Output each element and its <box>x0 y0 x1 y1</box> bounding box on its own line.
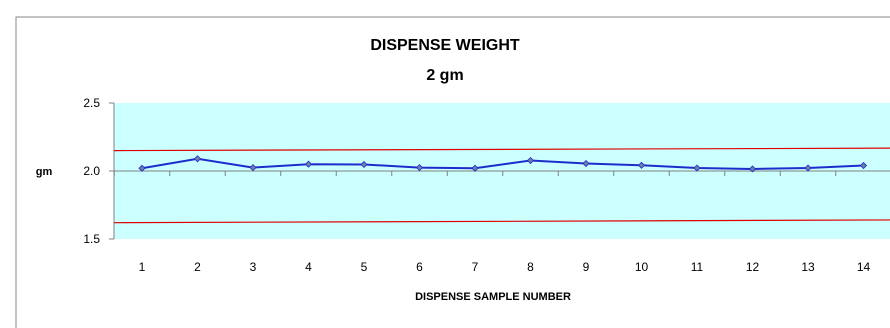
x-tick-label: 5 <box>361 260 368 274</box>
x-tick-label: 4 <box>305 260 312 274</box>
upper-limit-line <box>113 147 890 152</box>
data-point <box>526 156 535 165</box>
lower-limit-line <box>113 219 890 224</box>
y-tick-label: 1.5 <box>83 232 100 246</box>
data-point <box>193 155 202 163</box>
x-tick-label: 9 <box>583 260 590 274</box>
data-point <box>582 159 590 168</box>
y-tick-label: 2.0 <box>83 164 100 178</box>
x-tick-label: 6 <box>416 260 423 274</box>
x-tick-label: 12 <box>746 260 760 274</box>
data-point <box>637 161 646 169</box>
data-point <box>249 164 257 172</box>
y-axis-label: gm <box>36 166 53 178</box>
x-tick-label: 1 <box>139 260 146 274</box>
chart-title: DISPENSE WEIGHT <box>370 37 520 54</box>
data-point <box>138 164 146 172</box>
data-point <box>471 164 479 172</box>
data-point <box>360 160 368 169</box>
data-point <box>693 164 701 172</box>
axes: 1.52.02.51 2 3 4 5 6 7 8 9 10 11 12 13 14 <box>83 96 890 274</box>
data-point <box>415 164 424 172</box>
x-axis-label: DISPENSE SAMPLE NUMBER <box>415 291 571 303</box>
y-tick-label: 2.5 <box>83 96 100 110</box>
x-tick-label: 2 <box>194 260 201 274</box>
x-tick-label: 13 <box>801 260 815 274</box>
data-point <box>859 161 868 170</box>
series-line <box>141 157 864 170</box>
x-tick-label: 14 <box>857 260 871 274</box>
chart-subtitle: 2 gm <box>426 67 463 84</box>
x-tick-label: 3 <box>250 260 257 274</box>
x-tick-label: 10 <box>635 260 649 274</box>
series <box>138 155 868 173</box>
data-point <box>304 160 313 168</box>
data-point <box>804 164 812 172</box>
x-tick-label: 8 <box>527 260 534 274</box>
data-point <box>748 165 757 173</box>
limit-lines <box>113 147 890 224</box>
x-tick-label: 7 <box>472 260 479 274</box>
x-tick-label: 11 <box>691 260 704 274</box>
